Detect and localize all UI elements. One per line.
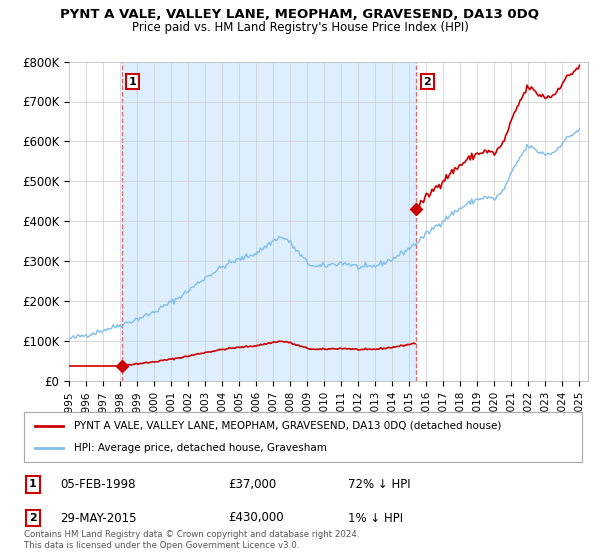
Text: Contains HM Land Registry data © Crown copyright and database right 2024.: Contains HM Land Registry data © Crown c… — [24, 530, 359, 539]
Text: 2: 2 — [29, 513, 37, 523]
Text: 29-MAY-2015: 29-MAY-2015 — [60, 511, 137, 525]
Text: 1: 1 — [129, 77, 137, 87]
Text: PYNT A VALE, VALLEY LANE, MEOPHAM, GRAVESEND, DA13 0DQ (detached house): PYNT A VALE, VALLEY LANE, MEOPHAM, GRAVE… — [74, 421, 502, 431]
Text: £37,000: £37,000 — [228, 478, 276, 491]
Text: PYNT A VALE, VALLEY LANE, MEOPHAM, GRAVESEND, DA13 0DQ: PYNT A VALE, VALLEY LANE, MEOPHAM, GRAVE… — [61, 8, 539, 21]
Text: Price paid vs. HM Land Registry's House Price Index (HPI): Price paid vs. HM Land Registry's House … — [131, 21, 469, 34]
Text: 2: 2 — [424, 77, 431, 87]
Text: £430,000: £430,000 — [228, 511, 284, 525]
Bar — [122, 62, 416, 381]
Text: 1% ↓ HPI: 1% ↓ HPI — [348, 511, 403, 525]
Text: 72% ↓ HPI: 72% ↓ HPI — [348, 478, 410, 491]
Text: This data is licensed under the Open Government Licence v3.0.: This data is licensed under the Open Gov… — [24, 541, 299, 550]
Text: HPI: Average price, detached house, Gravesham: HPI: Average price, detached house, Grav… — [74, 443, 327, 453]
Text: 05-FEB-1998: 05-FEB-1998 — [60, 478, 136, 491]
Text: 1: 1 — [29, 479, 37, 489]
